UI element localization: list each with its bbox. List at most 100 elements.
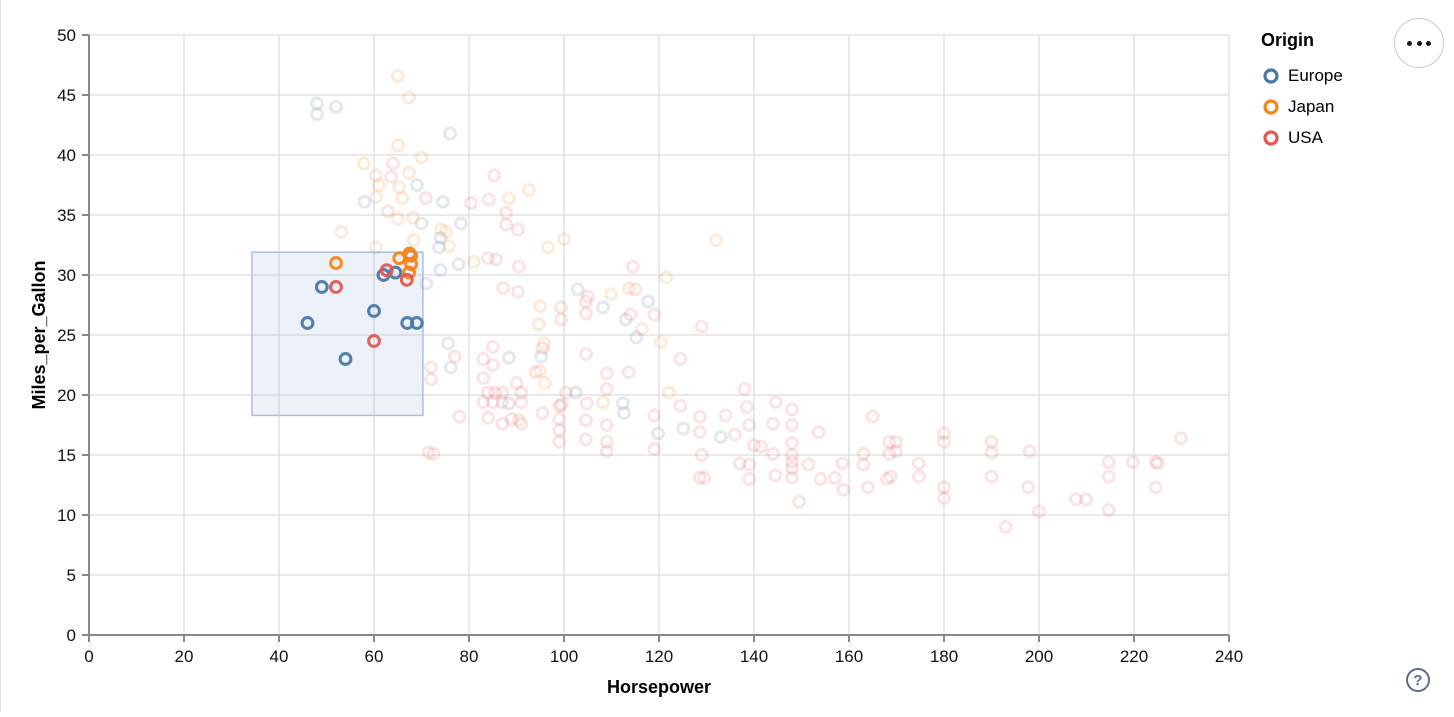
help-button[interactable]: ? [1406, 668, 1430, 692]
x-tick-label: 160 [835, 647, 863, 666]
x-tick-label: 200 [1025, 647, 1053, 666]
data-point-europe [388, 265, 403, 280]
data-point-usa [692, 425, 707, 440]
data-point-usa [628, 282, 643, 297]
data-point-japan [709, 233, 723, 248]
data-point-japan [368, 168, 383, 183]
actions-menu-button[interactable] [1394, 18, 1444, 68]
data-point-japan [334, 224, 349, 239]
data-point-usa [692, 409, 707, 424]
data-point-usa [882, 446, 897, 461]
data-point-europe [414, 216, 429, 231]
question-mark-icon: ? [1413, 671, 1423, 689]
data-point-usa [1079, 492, 1093, 507]
data-point-japan [540, 240, 555, 255]
x-tick-label: 140 [740, 647, 768, 666]
data-point-usa [889, 444, 903, 459]
data-point-usa [785, 418, 799, 432]
data-point-usa [1126, 455, 1140, 470]
data-point-usa [827, 470, 842, 485]
data-point-usa [865, 409, 880, 424]
data-point-usa [552, 422, 567, 437]
data-point-usa [754, 439, 769, 454]
data-point-usa [580, 289, 595, 304]
legend-label: Europe [1288, 65, 1343, 85]
data-point-europe [433, 263, 448, 278]
data-point-japan [405, 210, 420, 225]
data-point-usa [463, 196, 478, 210]
data-point-usa [554, 397, 569, 412]
data-point-europe [435, 194, 450, 209]
data-point-japan [357, 156, 371, 171]
data-point-usa [329, 280, 343, 294]
data-point-japan [368, 240, 383, 255]
x-axis-title: Horsepower [607, 677, 711, 697]
data-point-europe [713, 430, 728, 444]
data-point-usa [488, 385, 503, 400]
data-point-europe [570, 282, 585, 297]
data-point-japan [329, 256, 343, 270]
y-tick-label: 10 [57, 506, 76, 525]
data-point-usa [578, 347, 593, 362]
data-point-usa [535, 406, 550, 420]
data-point-europe [568, 385, 583, 400]
data-point-usa [599, 444, 614, 459]
data-point-usa [673, 352, 688, 366]
data-point-usa [694, 319, 709, 334]
data-point-europe [338, 352, 353, 366]
data-point-usa [889, 434, 903, 449]
data-point-europe [443, 360, 458, 375]
data-point-usa [1022, 444, 1037, 459]
data-point-usa [768, 395, 783, 410]
data-point-japan [653, 335, 668, 350]
data-point-usa [856, 457, 871, 472]
data-point-usa [426, 446, 441, 461]
data-point-europe [314, 280, 329, 294]
data-point-usa [737, 382, 752, 396]
data-point-japan [511, 413, 526, 428]
data-point-usa [836, 482, 851, 497]
data-points [300, 68, 1188, 534]
y-tick-label: 5 [67, 566, 76, 585]
data-point-usa [476, 395, 491, 410]
y-tick-label: 20 [57, 386, 76, 405]
data-point-usa [511, 259, 526, 274]
data-point-usa [984, 434, 999, 449]
data-point-europe [676, 421, 691, 436]
axes: 0 20 40 60 80 100 120 140 160 180 200 220 240 0 5 10 15 2… [57, 26, 1243, 666]
data-point-usa [766, 446, 780, 461]
data-point-usa [535, 341, 550, 356]
data-point-europe [596, 300, 610, 315]
data-point-europe [367, 304, 381, 318]
data-point-europe [329, 100, 343, 114]
data-point-japan [406, 233, 421, 248]
data-point-usa [487, 168, 502, 183]
data-point-europe [409, 178, 424, 192]
x-tick-label: 80 [460, 647, 479, 666]
ellipsis-icon [1426, 40, 1431, 46]
data-point-usa [1148, 480, 1163, 495]
data-point-usa [495, 385, 510, 400]
data-point-europe [453, 216, 468, 231]
data-point-usa [514, 395, 529, 410]
legend: Origin Europe Japan USA [1261, 30, 1391, 153]
data-point-usa [742, 457, 757, 472]
data-point-europe [534, 349, 549, 364]
data-point-usa [1101, 455, 1116, 470]
x-tick-label: 100 [550, 647, 578, 666]
ellipsis-icon [1407, 40, 1412, 46]
data-point-usa [937, 434, 951, 449]
data-point-usa [499, 205, 514, 220]
data-point-europe [451, 257, 466, 272]
ellipsis-icon [1416, 40, 1422, 46]
data-point-usa [747, 438, 761, 453]
data-point-usa [386, 156, 400, 171]
data-point-usa [718, 408, 733, 423]
data-point-usa [481, 251, 495, 266]
data-point-usa [554, 312, 569, 327]
data-point-japan [662, 385, 676, 400]
data-point-usa [418, 191, 433, 206]
data-point-usa [1148, 455, 1163, 470]
data-point-usa [984, 445, 999, 460]
